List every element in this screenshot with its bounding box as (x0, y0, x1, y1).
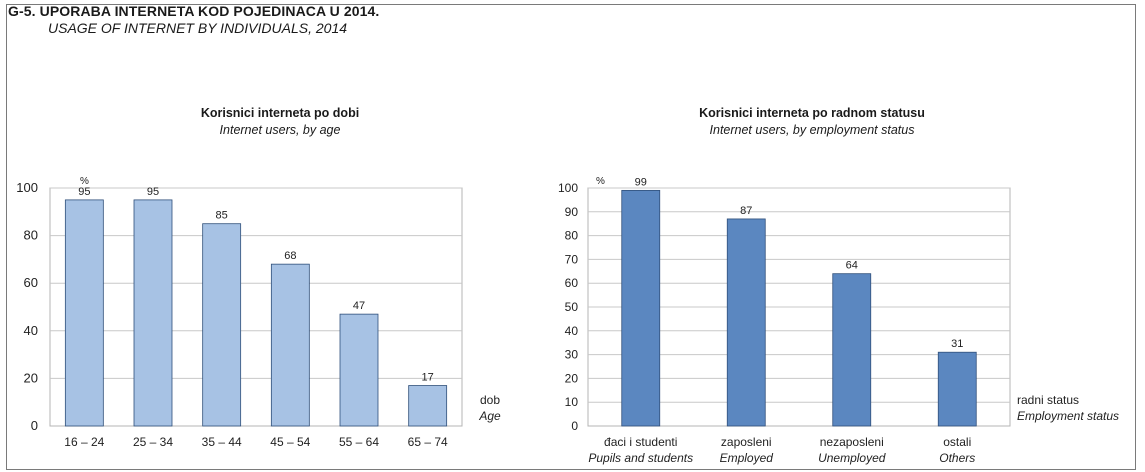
age-chart-subtitle: Internet users, by age (219, 123, 341, 137)
age-chart-title: Korisnici interneta po dobi (200, 106, 360, 120)
figure-frame (6, 4, 1136, 470)
status-chart-subtitle: Internet users, by employment status (709, 123, 915, 137)
figure-subtitle: USAGE OF INTERNET BY INDIVIDUALS, 2014 (48, 20, 348, 36)
status-chart-title: Korisnici interneta po radnom statusu (699, 106, 925, 120)
figure-title: G-5. UPORABA INTERNETA KOD POJEDINACA U … (8, 3, 380, 19)
